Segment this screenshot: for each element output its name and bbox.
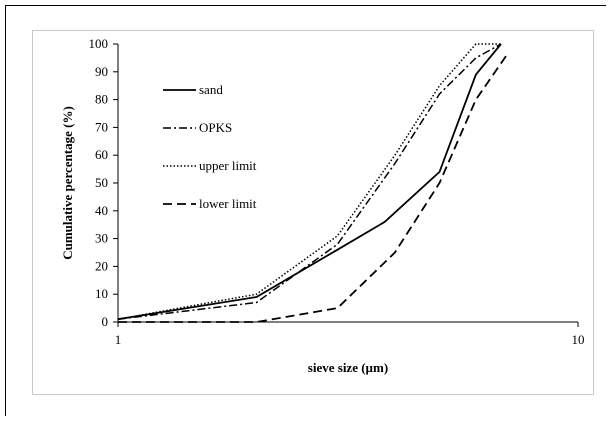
legend-label-2: upper limit xyxy=(199,158,257,173)
legend-label-3: lower limit xyxy=(199,196,257,211)
series-line-3 xyxy=(118,54,508,323)
series-line-0 xyxy=(117,43,502,321)
y-tick-label: 100 xyxy=(89,36,109,51)
chart-frame xyxy=(5,5,606,416)
y-tick-label: 80 xyxy=(95,92,108,107)
y-tick-label: 70 xyxy=(95,119,108,134)
series-layer xyxy=(117,43,508,323)
y-tick-label: 0 xyxy=(102,314,109,329)
y-tick-label: 50 xyxy=(95,175,108,190)
y-tick-label: 40 xyxy=(95,203,108,218)
x-tick-label: 10 xyxy=(572,332,585,347)
legend-label-1: OPKS xyxy=(199,120,232,135)
legend: sand OPKS upper limit lower limit xyxy=(163,82,257,211)
y-tick-label: 90 xyxy=(95,64,108,79)
y-tick-label: 20 xyxy=(95,258,108,273)
y-tick-label: 30 xyxy=(95,231,108,246)
series-line-2 xyxy=(117,43,501,320)
x-axis-title: sieve size (µm) xyxy=(308,360,388,375)
y-tick-label: 60 xyxy=(95,147,108,162)
x-tick-label: 1 xyxy=(115,332,122,347)
plot-area-frame xyxy=(32,30,594,395)
legend-label-0: sand xyxy=(199,82,223,97)
y-tick-label: 10 xyxy=(95,286,108,301)
y-axis-title: Cumulative percentage (%) xyxy=(60,106,75,260)
series-line-1 xyxy=(117,43,502,320)
